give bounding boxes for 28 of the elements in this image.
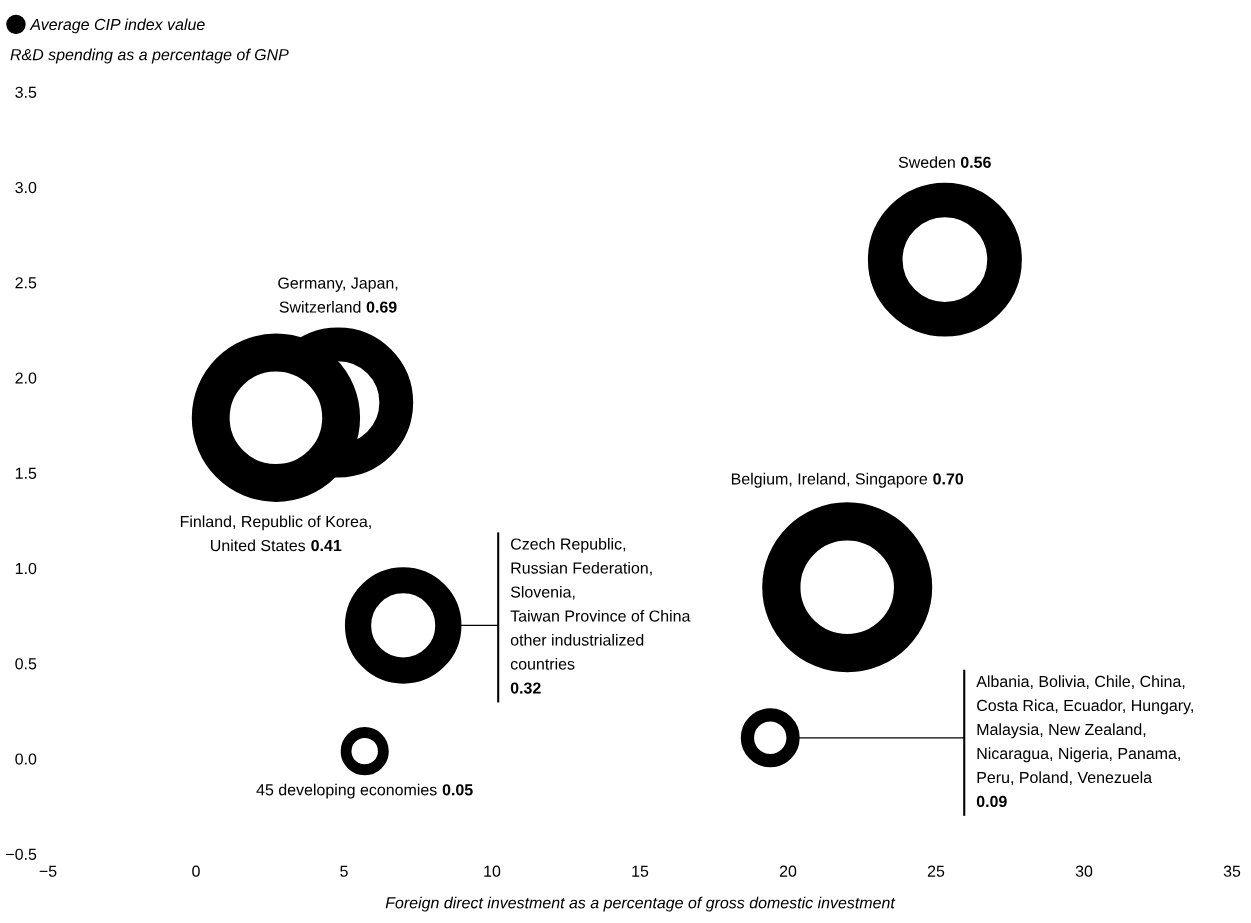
x-tick-label: 10 (484, 865, 501, 877)
x-tick-label: 0 (192, 865, 200, 877)
y-tick-label: 0.0 (15, 753, 37, 765)
annotation: Germany, Japan, Switzerland 0.69 (278, 277, 398, 313)
y-tick-label: 1.0 (15, 562, 37, 575)
annotation: Sweden 0.56 (898, 156, 991, 168)
x-tick-label: 5 (340, 865, 348, 877)
x-tick-label: −5 (39, 865, 57, 877)
y-tick-label: 2.0 (15, 372, 37, 384)
y-axis-title: R&D spending as a percentage of GNP (10, 48, 289, 64)
x-tick-label: 30 (1075, 865, 1093, 877)
y-tick-label: 1.5 (15, 467, 37, 479)
y-tick-label: 3.0 (15, 181, 37, 194)
x-tick-label: 20 (779, 865, 797, 877)
y-tick-label: −0.5 (6, 848, 37, 860)
annotation: Belgium, Ireland, Singapore 0.70 (731, 472, 964, 488)
annotation: Finland, Republic of Korea, United States 0.41 (180, 515, 371, 552)
x-tick-label: 35 (1223, 865, 1241, 877)
annotation: 45 developing economies 0.05 (256, 783, 473, 799)
y-tick-label: 0.5 (15, 658, 37, 670)
legend-label: Average CIP index value (29, 18, 205, 34)
y-tick-label: 3.5 (15, 86, 37, 98)
x-tick-label: 15 (632, 865, 649, 877)
y-tick-label: 2.5 (15, 277, 37, 289)
x-tick-label: 25 (927, 865, 945, 877)
annotation: Albania, Bolivia, Chile, China, Costa Rica, Ecuador, Hungary, Malaysia, New Zealand, Nicaragua, Nigeria, Panama, Peru, Poland, Venezuela 0.09 (976, 675, 1193, 808)
x-axis-title: Foreign direct investment as a percentage of gross domestic investment (385, 896, 896, 912)
annotation: Czech Republic, Russian Federation, Slovenia, Taiwan Province of China other industrialized countries 0.32 (510, 537, 691, 694)
